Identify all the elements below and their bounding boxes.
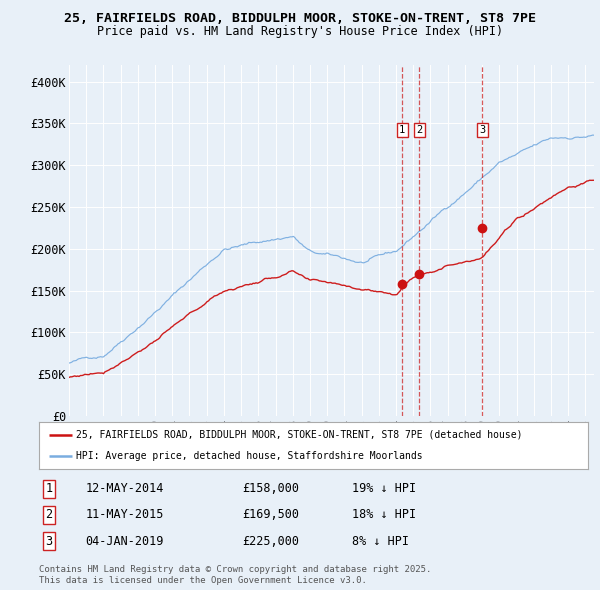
Text: HPI: Average price, detached house, Staffordshire Moorlands: HPI: Average price, detached house, Staf…: [76, 451, 423, 461]
Text: 25, FAIRFIELDS ROAD, BIDDULPH MOOR, STOKE-ON-TRENT, ST8 7PE: 25, FAIRFIELDS ROAD, BIDDULPH MOOR, STOK…: [64, 12, 536, 25]
Text: 18% ↓ HPI: 18% ↓ HPI: [352, 508, 416, 521]
Text: £158,000: £158,000: [242, 483, 299, 496]
Text: 04-JAN-2019: 04-JAN-2019: [86, 535, 164, 548]
Text: 1: 1: [46, 483, 52, 496]
Text: Price paid vs. HM Land Registry's House Price Index (HPI): Price paid vs. HM Land Registry's House …: [97, 25, 503, 38]
Text: Contains HM Land Registry data © Crown copyright and database right 2025.
This d: Contains HM Land Registry data © Crown c…: [39, 565, 431, 585]
Text: 3: 3: [479, 125, 485, 135]
Text: 3: 3: [46, 535, 52, 548]
Text: 2: 2: [46, 508, 52, 521]
Text: 11-MAY-2015: 11-MAY-2015: [86, 508, 164, 521]
Text: 12-MAY-2014: 12-MAY-2014: [86, 483, 164, 496]
Text: £225,000: £225,000: [242, 535, 299, 548]
Text: 25, FAIRFIELDS ROAD, BIDDULPH MOOR, STOKE-ON-TRENT, ST8 7PE (detached house): 25, FAIRFIELDS ROAD, BIDDULPH MOOR, STOK…: [76, 430, 523, 440]
Text: 8% ↓ HPI: 8% ↓ HPI: [352, 535, 409, 548]
Text: £169,500: £169,500: [242, 508, 299, 521]
Text: 19% ↓ HPI: 19% ↓ HPI: [352, 483, 416, 496]
Text: 2: 2: [416, 125, 422, 135]
Text: 1: 1: [399, 125, 406, 135]
